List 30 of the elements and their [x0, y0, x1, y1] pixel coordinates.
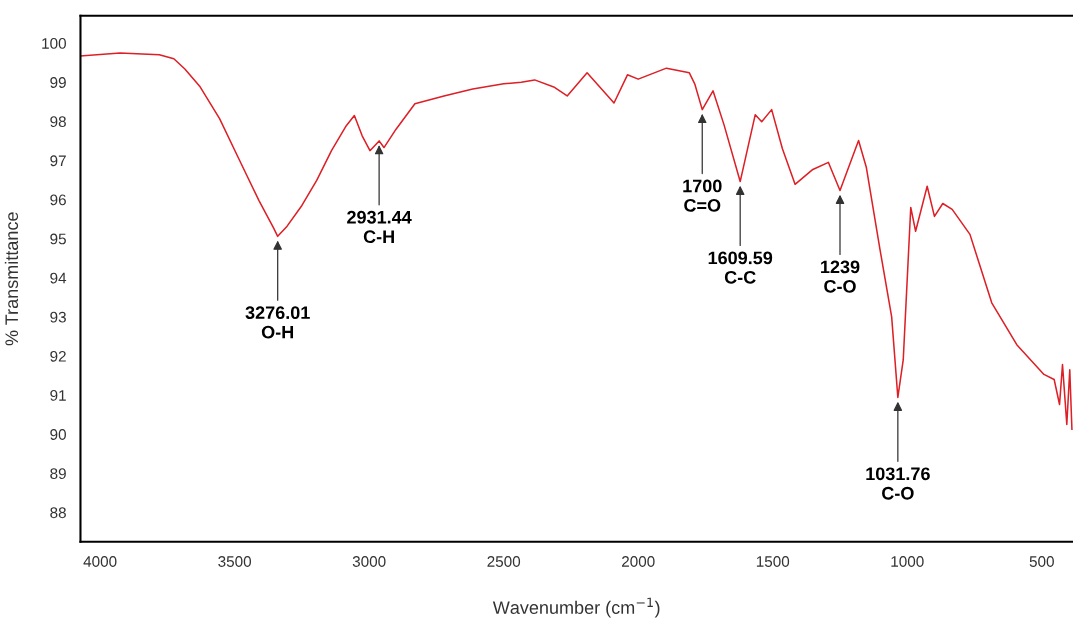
annotation: 1609.59 C-C: [708, 251, 773, 284]
annotation: 1700 C=O: [683, 179, 722, 212]
x-tick-label: 1500: [756, 556, 790, 567]
x-tick-label: 3500: [218, 556, 252, 567]
y-tick-label: 95: [50, 233, 66, 245]
annotation: 3276.01 O-H: [245, 306, 310, 339]
annotation: 2931.44 C-H: [347, 210, 412, 244]
annotation: 1031.76 C-O: [866, 467, 930, 500]
y-axis-title: % Transmittance: [4, 212, 19, 346]
x-tick-label: 1000: [891, 556, 924, 567]
y-tick-label: 96: [50, 194, 66, 206]
y-tick-label: 97: [50, 155, 66, 167]
y-tick-label: 98: [50, 116, 66, 128]
x-tick-label: 4000: [83, 556, 117, 567]
y-tick-label: 100: [42, 38, 66, 49]
y-tick-label: 99: [50, 77, 66, 88]
x-tick-label: 2000: [621, 556, 655, 567]
x-axis-title: Wavenumber (cm$^{−1}$): [492, 597, 660, 618]
y-tick-label: 88: [50, 507, 66, 519]
y-tick-label: 92: [50, 350, 66, 362]
annotation: 1239 C-O: [821, 260, 860, 293]
y-tick-label: 90: [50, 429, 66, 440]
x-tick-label: 500: [1029, 556, 1054, 567]
line-series: [80, 52, 1073, 430]
y-tick-label: 93: [50, 311, 66, 323]
y-tick-label: 89: [50, 468, 66, 480]
x-tick-label: 3000: [352, 556, 386, 567]
x-tick-label: 2500: [487, 556, 521, 567]
y-tick-label: 91: [50, 390, 66, 401]
y-tick-label: 94: [50, 272, 67, 284]
